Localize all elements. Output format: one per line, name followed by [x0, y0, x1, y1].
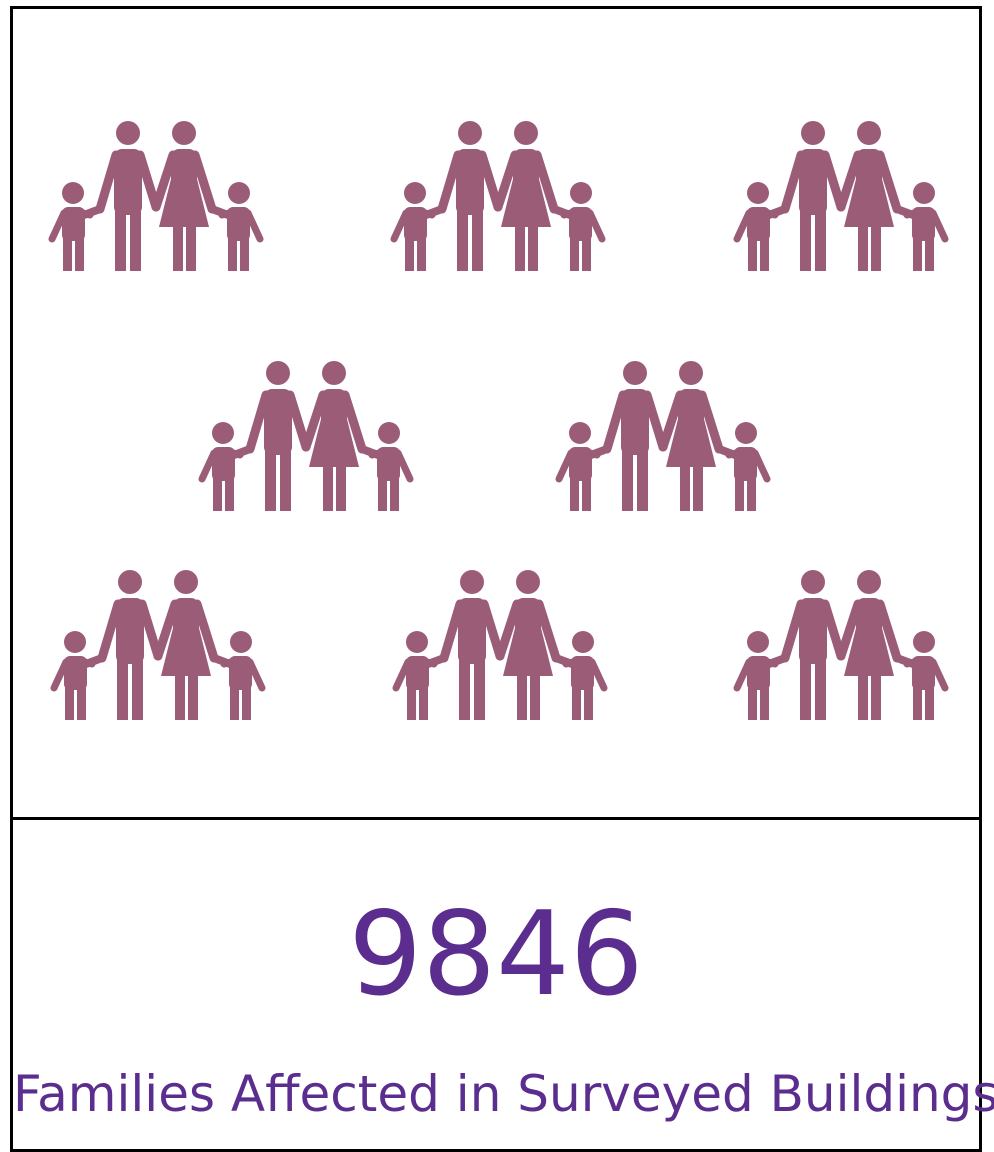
family-icon	[52, 121, 260, 271]
kpi-label: Families Affected in Surveyed Buildings	[13, 1065, 994, 1123]
icon-panel	[13, 9, 979, 820]
kpi-value: 9846	[348, 887, 644, 1022]
family-icon	[394, 121, 602, 271]
kpi-card: 9846 Families Affected in Surveyed Build…	[10, 6, 994, 1152]
family-icon	[54, 570, 262, 720]
family-icon	[559, 361, 767, 511]
family-icon	[737, 121, 945, 271]
family-icon	[737, 570, 945, 720]
family-icon	[202, 361, 410, 511]
family-icon	[396, 570, 604, 720]
